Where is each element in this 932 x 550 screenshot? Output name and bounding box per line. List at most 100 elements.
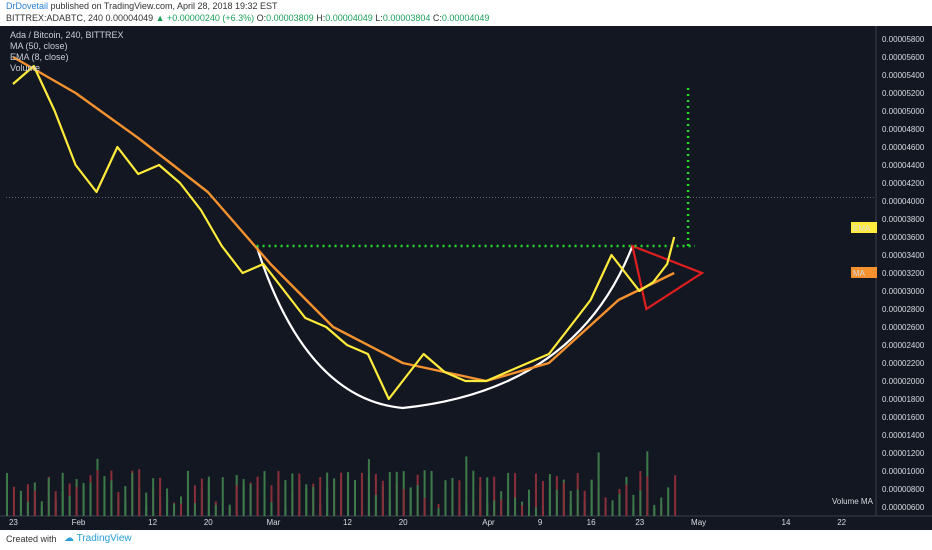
volume-bar <box>186 491 189 516</box>
ma-badge-bg <box>851 267 877 278</box>
y-tick-label: 0.00005400 <box>882 71 925 80</box>
volume-bar <box>674 475 677 516</box>
volume-bar <box>131 473 134 516</box>
volume-bar <box>486 477 489 516</box>
x-tick-label: 23 <box>9 518 18 527</box>
close-label: C: <box>432 13 442 23</box>
volume-bar <box>541 481 544 516</box>
x-tick-label: 9 <box>538 518 543 527</box>
y-tick-label: 0.00004000 <box>882 197 925 206</box>
volume-bar <box>646 476 649 516</box>
volume-bar <box>632 494 635 516</box>
volume-bar <box>534 473 537 516</box>
volume-bar <box>103 485 106 516</box>
volume-bar <box>514 473 517 516</box>
ohlc-line: BITTREX:ADABTC, 240 0.00004049 ▲ +0.0000… <box>6 13 489 23</box>
volume-bar <box>451 477 454 516</box>
tradingview-logo[interactable]: ☁ TradingView <box>64 533 132 544</box>
volume-bar <box>548 474 551 516</box>
volume-bar <box>625 484 628 516</box>
y-tick-label: 0.00004800 <box>882 125 925 134</box>
y-tick-label: 0.00003000 <box>882 287 925 296</box>
volume-bar <box>430 470 433 516</box>
volume-bar <box>26 484 29 516</box>
volume-bar <box>249 483 252 516</box>
ma-50-line <box>12 55 675 383</box>
volume-bar <box>340 472 343 516</box>
volume-bar <box>152 478 155 516</box>
x-tick-label: 20 <box>204 518 213 527</box>
author-link[interactable]: DrDovetail <box>6 1 49 11</box>
publish-line: DrDovetail published on TradingView.com,… <box>6 1 278 11</box>
volume-bar <box>367 459 370 516</box>
volume-bar <box>270 485 273 516</box>
volume-bar <box>465 456 468 516</box>
volume-bar <box>124 486 127 516</box>
legend-ema[interactable]: EMA (8, close) <box>10 52 69 62</box>
volume-bar <box>284 480 287 516</box>
ema-8-line <box>12 64 676 401</box>
volume-bar <box>263 477 266 516</box>
volume-bar <box>611 500 614 516</box>
volume-bar <box>47 477 50 516</box>
y-tick-label: 0.00001600 <box>882 413 925 422</box>
volume-bar <box>423 470 426 516</box>
volume-bar <box>472 470 475 516</box>
y-tick-label: 0.00005600 <box>882 53 925 62</box>
volume-bar <box>166 488 169 516</box>
volume-bar <box>270 502 273 516</box>
y-tick-label: 0.00003400 <box>882 251 925 260</box>
volume-bar <box>19 490 22 516</box>
y-tick-label: 0.00003200 <box>882 269 925 278</box>
legend-ma[interactable]: MA (50, close) <box>10 41 68 51</box>
open-value: 0.00003809 <box>266 13 314 23</box>
volume-bar <box>576 489 579 516</box>
volume-bar <box>145 492 148 516</box>
volume-bar <box>555 489 558 516</box>
y-tick-label: 0.00002800 <box>882 305 925 314</box>
volume-bar <box>214 504 217 516</box>
y-tick-label: 0.00001400 <box>882 431 925 440</box>
ma-badge: MA <box>853 269 866 278</box>
x-tick-label: 12 <box>148 518 157 527</box>
y-tick-label: 0.00000600 <box>882 503 925 512</box>
legend-volume[interactable]: Volume <box>10 63 41 73</box>
volume-bar <box>500 499 503 516</box>
close-value: 0.00004049 <box>441 13 490 23</box>
y-tick-label: 0.00002400 <box>882 341 925 350</box>
y-tick-label: 0.00002600 <box>882 323 925 332</box>
volume-bar <box>54 491 57 516</box>
volume-bar <box>277 471 280 516</box>
volume-bar <box>409 487 412 516</box>
x-tick-label: May <box>691 518 706 527</box>
chart-area[interactable]: 0.00005800 0.00005600 0.00005400 0.00005200… <box>0 26 932 530</box>
volume-bar <box>12 486 15 516</box>
volume-bar <box>145 505 148 516</box>
volume-bar <box>305 488 308 516</box>
volume-bar <box>326 487 329 516</box>
change-value: ▲ +0.00000240 (+6.3%) <box>155 13 255 23</box>
volume-bar <box>604 497 607 516</box>
y-tick-label: 0.00005000 <box>882 107 925 116</box>
y-tick-label: 0.00005200 <box>882 89 925 98</box>
x-tick-label: Apr <box>482 518 495 527</box>
y-tick-label: 0.00002000 <box>882 377 925 386</box>
volume-bar <box>402 488 405 516</box>
volume-bar <box>354 480 356 516</box>
volume-bar <box>207 476 210 516</box>
volume-bar <box>117 492 120 516</box>
price-chart-svg[interactable]: 0.00005800 0.00005600 0.00005400 0.00005200… <box>0 26 932 530</box>
footer: Created with ☁ TradingView <box>0 530 932 550</box>
cup-drawing <box>255 245 634 410</box>
volume-bar <box>590 479 593 516</box>
volume-bar <box>228 504 231 516</box>
volume-bar <box>75 486 78 516</box>
volume-bar <box>61 491 64 516</box>
x-tick-label: Mar <box>266 518 280 527</box>
chart-header: DrDovetail published on TradingView.com,… <box>0 0 932 26</box>
high-value: 0.00004049 <box>325 13 373 23</box>
volume-bar <box>493 500 496 516</box>
y-tick-label: 0.00001800 <box>882 395 925 404</box>
ema-badge-bg <box>851 222 877 233</box>
y-tick-label: 0.00002200 <box>882 359 925 368</box>
